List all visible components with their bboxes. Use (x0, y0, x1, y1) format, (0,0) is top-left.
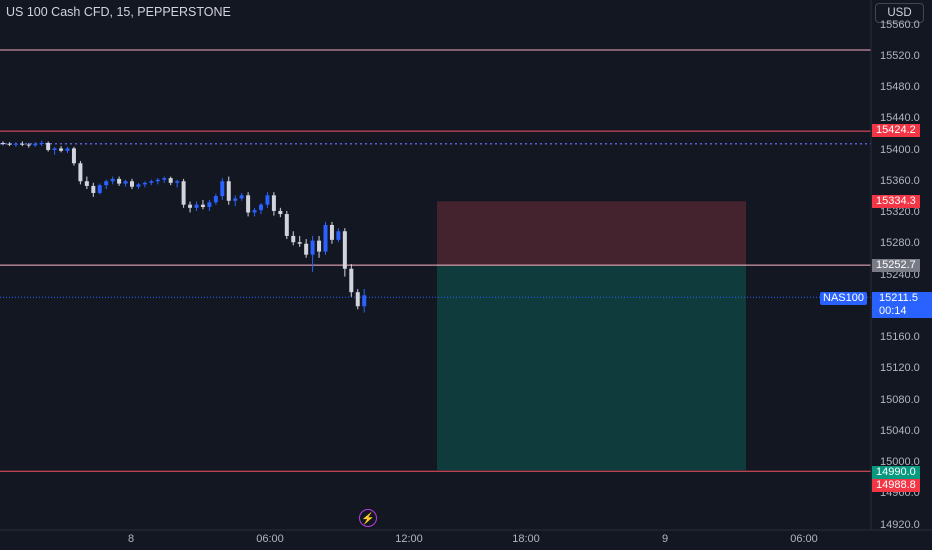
candle-body (46, 142, 51, 150)
candle-body (291, 235, 296, 243)
take-profit-badge: 14990.0 (872, 466, 920, 479)
candle-body (329, 225, 334, 240)
entry-badge: 15252.7 (872, 259, 920, 272)
candle-body (39, 142, 44, 144)
price-axis-label: 14920.0 (880, 518, 920, 531)
candle-body (200, 204, 205, 208)
candle-body (181, 181, 186, 205)
candle-body (7, 143, 12, 145)
candle-body (310, 240, 315, 255)
candle-body (194, 204, 199, 208)
candle-body (259, 204, 263, 211)
candle-body (97, 185, 102, 193)
candle-body (220, 181, 225, 197)
candle-body (323, 225, 328, 252)
candle-body (271, 195, 276, 211)
candle-body (52, 148, 57, 150)
symbol-price-tag: NAS100 (820, 292, 867, 305)
candle-body (26, 144, 31, 146)
candle-body (1, 142, 5, 144)
price-axis-label: 15120.0 (880, 362, 920, 375)
candle-body (336, 231, 341, 240)
time-axis-label: 06:00 (256, 533, 284, 545)
candle-body (136, 184, 141, 187)
price-axis-label: 15320.0 (880, 206, 920, 218)
candle-body (342, 231, 347, 269)
candle-body (168, 178, 173, 183)
stop-loss-badge: 15334.3 (872, 195, 920, 208)
current-price: 15211.5 (879, 292, 918, 304)
lightning-bolt-icon[interactable]: ⚡ (359, 509, 377, 527)
candle-body (317, 240, 322, 252)
candle-body (78, 163, 83, 182)
current-price-box: 15211.5 00:14 (872, 292, 932, 318)
candle-body (175, 181, 180, 183)
candle-body (123, 181, 128, 184)
candle-body (349, 268, 354, 293)
candle-body (213, 196, 218, 203)
candle-body (149, 181, 154, 183)
candle-body (278, 210, 283, 215)
time-axis-label: 9 (661, 533, 669, 545)
candle-body (362, 295, 367, 307)
candle-body (252, 210, 257, 213)
candle-body (207, 202, 212, 208)
price-axis-label: 15160.0 (880, 331, 920, 343)
candle-body (226, 181, 231, 201)
candle-body (84, 181, 89, 186)
candle-body (304, 243, 309, 255)
time-axis-label: 18:00 (512, 533, 540, 545)
candle-body (71, 148, 76, 164)
candle-body (265, 195, 270, 205)
candle-body (13, 143, 18, 145)
candle-body (246, 195, 251, 213)
candle-body (59, 148, 64, 151)
price-axis-label: 15520.0 (880, 49, 920, 62)
candle-body (130, 181, 134, 187)
candle-body (104, 181, 109, 186)
candle-body (142, 182, 147, 185)
candle-body (117, 178, 122, 184)
candle-body (110, 178, 115, 182)
upper-level-badge: 15424.2 (872, 124, 920, 137)
candle-body (239, 195, 244, 199)
price-axis-label: 15080.0 (880, 393, 920, 406)
candle-body (188, 204, 193, 208)
bar-countdown: 00:14 (879, 305, 907, 317)
price-axis-label: 15040.0 (880, 424, 920, 437)
candle-body (33, 143, 38, 146)
candle-body (297, 242, 302, 244)
candle-body (155, 179, 160, 182)
candle-body (284, 214, 289, 236)
candle-body (233, 198, 238, 201)
price-axis-label: 15560.0 (880, 18, 920, 31)
price-axis-label: 15360.0 (880, 174, 920, 187)
currency-button[interactable]: USD (875, 3, 924, 23)
candle-body (355, 292, 360, 307)
price-axis-label: 15480.0 (880, 81, 920, 93)
candle-body (91, 185, 96, 193)
time-axis-label: 8 (127, 533, 135, 545)
price-axis-label: 15400.0 (880, 143, 920, 156)
time-axis-label: 12:00 (395, 533, 423, 545)
lower-level-badge: 14988.8 (872, 479, 920, 492)
candle-body (20, 143, 25, 145)
candle-body (162, 178, 167, 180)
symbol-title[interactable]: US 100 Cash CFD, 15, PEPPERSTONE (6, 5, 231, 19)
stop-loss-zone (437, 201, 746, 266)
take-profit-zone (437, 265, 746, 471)
price-axis-label: 15280.0 (880, 237, 920, 250)
price-axis-label: 15440.0 (880, 112, 920, 125)
candle-body (65, 148, 70, 151)
price-axis-label: 15000.0 (880, 456, 920, 468)
time-axis-label: 06:00 (790, 533, 818, 545)
